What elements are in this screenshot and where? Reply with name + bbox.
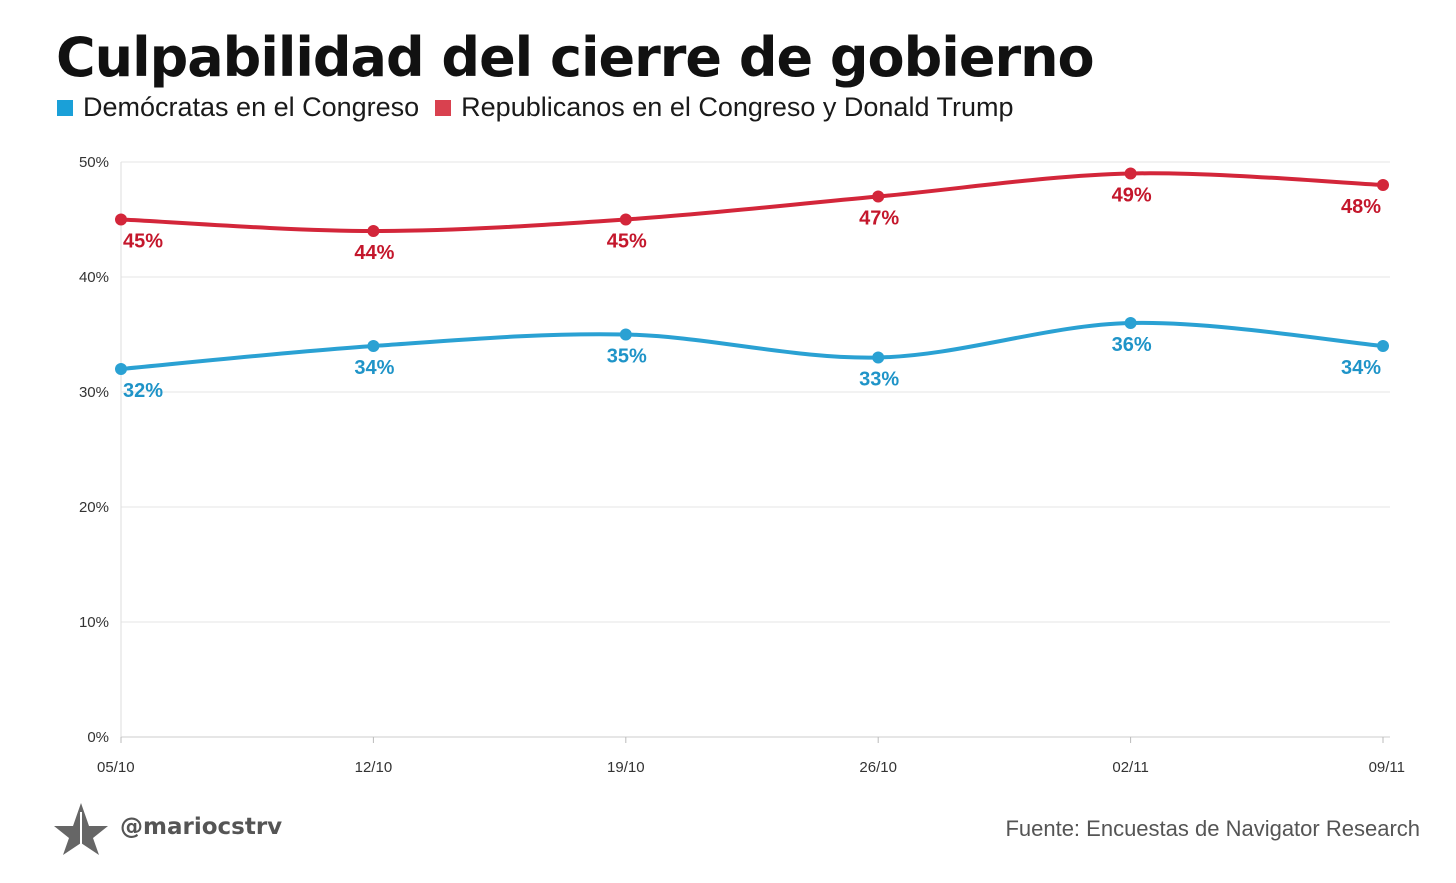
data-point — [367, 225, 380, 237]
data-point — [872, 190, 885, 203]
data-label: 48% — [1341, 196, 1381, 218]
data-label: 32% — [123, 380, 163, 402]
data-point — [619, 213, 632, 226]
x-tick-label: 12/10 — [355, 759, 393, 776]
data-point — [1377, 179, 1389, 191]
legend-item-democrats: Demócratas en el Congreso — [57, 92, 419, 123]
source-note: Fuente: Encuestas de Navigator Research — [1005, 816, 1420, 841]
x-tick-label: 09/11 — [1369, 759, 1405, 776]
data-label: 45% — [607, 231, 647, 253]
data-label: 49% — [1112, 185, 1152, 207]
data-point — [115, 363, 127, 375]
data-point — [115, 213, 127, 226]
data-label: 35% — [607, 346, 647, 368]
star-logo-icon — [54, 803, 108, 855]
y-tick-label: 30% — [79, 384, 109, 401]
legend-label: Demócratas en el Congreso — [83, 92, 420, 122]
data-label: 45% — [123, 231, 163, 253]
legend-swatch — [57, 99, 73, 116]
data-point — [1124, 167, 1137, 180]
chart-title: Culpabilidad del cierre de gobierno — [56, 26, 1095, 89]
x-tick-label: 05/10 — [97, 759, 135, 776]
data-point — [367, 340, 380, 352]
data-point — [1377, 340, 1389, 352]
data-label: 36% — [1112, 334, 1152, 356]
x-tick-label: 19/10 — [607, 759, 645, 776]
y-tick-label: 40% — [79, 269, 109, 286]
legend-swatch — [435, 99, 452, 116]
x-tick-label: 26/10 — [859, 759, 897, 776]
legend-label: Republicanos en el Congreso y Donald Tru… — [461, 92, 1014, 122]
data-point — [619, 328, 632, 341]
data-label: 34% — [354, 357, 394, 379]
y-tick-label: 20% — [79, 499, 109, 516]
legend-item-republicans: Republicanos en el Congreso y Donald Tru… — [435, 92, 1014, 123]
data-label: 33% — [859, 369, 899, 391]
y-tick-label: 10% — [79, 614, 109, 631]
y-tick-label: 50% — [79, 154, 109, 171]
data-label: 44% — [354, 242, 394, 264]
series-line — [120, 171, 1384, 234]
series-line — [120, 320, 1384, 371]
x-tick-label: 02/11 — [1112, 759, 1148, 776]
y-tick-label: 0% — [87, 729, 109, 746]
data-label: 34% — [1341, 357, 1381, 379]
legend: Demócratas en el Congreso Republicanos e… — [57, 92, 1030, 123]
data-point — [1124, 317, 1137, 329]
author-handle: @mariocstrv — [120, 814, 283, 840]
data-label: 47% — [859, 208, 899, 230]
data-point — [872, 351, 885, 364]
